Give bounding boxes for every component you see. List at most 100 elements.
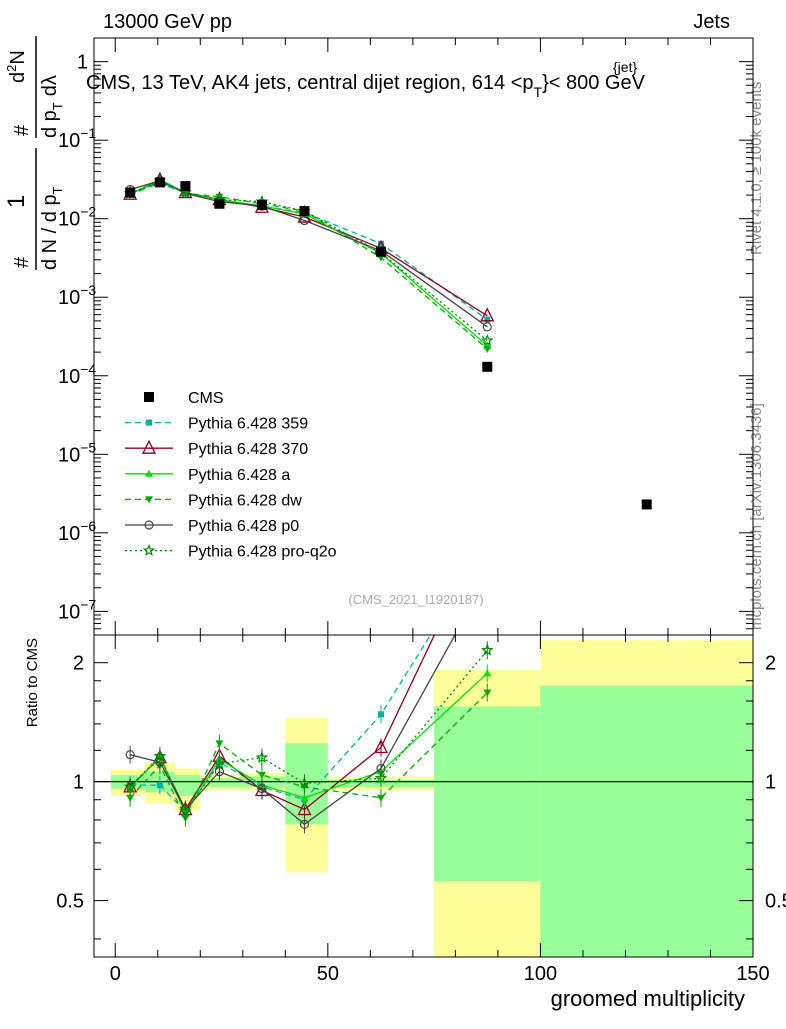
ratio-point (374, 771, 388, 784)
cms-data-point (482, 361, 493, 372)
cms-data-point (125, 187, 136, 198)
ratio-point (179, 805, 192, 817)
rivet-version-label: Rivet 4.1.0, ≥ 100k events (748, 82, 765, 255)
cms-data-point (375, 246, 386, 257)
ratio-point (215, 740, 224, 748)
cms-data-point (214, 198, 225, 209)
y-tick-label: 10−5 (58, 439, 96, 466)
main-y-axis: 1 10−1 10−2 10−3 10−4 10−5 10−6 10−7 (58, 38, 754, 636)
uncertainty-band-green (200, 778, 239, 787)
legend-marker (145, 496, 153, 504)
ratio-y-tick-label: 1 (73, 772, 84, 794)
ratio-point (484, 541, 490, 547)
series-4 (125, 176, 492, 332)
ratio-series-line (129, 672, 488, 815)
ratio-plot-panel: 0.5 0.5 1 1 2 2 0 50 100 150 (56, 541, 786, 985)
series-point (299, 215, 310, 226)
ratio-point (297, 801, 312, 816)
legend-label: Pythia 6.428 pro-q2o (188, 544, 337, 561)
y-tick-label: 10−3 (58, 282, 96, 309)
series-point (484, 316, 491, 323)
plot-title-main: CMS, 13 TeV, AK4 jets, central dijet reg… (86, 72, 534, 94)
ratio-point (373, 739, 389, 754)
series-line (129, 180, 488, 328)
ratio-point (257, 771, 266, 779)
series-point (483, 345, 492, 353)
ratio-series-5 (123, 641, 494, 821)
ylabel-d2N: d2N (4, 50, 29, 83)
ratio-point (483, 689, 492, 697)
x-tick-label: 0 (110, 963, 121, 985)
ratio-point (483, 669, 492, 677)
series-point (482, 322, 492, 332)
legend-marker (141, 439, 157, 454)
x-tick-label: 150 (736, 963, 769, 985)
y-tick-label: 10−1 (58, 125, 96, 152)
ratio-series-line (129, 635, 456, 826)
legend-entry: Pythia 6.428 p0 (125, 518, 299, 535)
cms-data-point (180, 181, 191, 192)
ratio-y-tick-label: 2 (73, 653, 84, 675)
legend-marker (144, 392, 154, 402)
ratio-point (300, 793, 309, 801)
y-tick-label: 10−4 (58, 361, 96, 388)
ratio-point (126, 794, 135, 802)
ratio-plot-frame (93, 634, 754, 958)
ratio-point (480, 643, 494, 656)
legend-entry: Pythia 6.428 359 (125, 416, 308, 433)
cms-data (125, 177, 652, 510)
cms-data-point (256, 199, 267, 210)
series-1 (123, 171, 495, 322)
ratio-series-line (130, 635, 432, 813)
ylabel-hash-1: # (11, 256, 33, 268)
legend: CMS Pythia 6.428 359 Pythia 6.428 370 Pythi… (125, 390, 337, 561)
cms-data-point (154, 177, 165, 188)
ratio-point (156, 782, 163, 789)
ratio-clip-group (94, 541, 753, 957)
series-2 (126, 175, 492, 349)
ratio-x-axis: 0 50 100 150 (110, 635, 770, 985)
legend-marker (145, 469, 153, 477)
ratio-point (255, 751, 269, 763)
series-point (480, 333, 494, 347)
plot-title-end: }< 800 GeV (542, 72, 646, 94)
legend-entry: Pythia 6.428 dw (125, 492, 302, 509)
main-y-axis-label: # 1 d N / d pT # d2N d pTdλ (3, 36, 65, 270)
y-tick-label: 10−2 (58, 204, 96, 231)
ratio-point (257, 784, 267, 794)
uncertainty-band-green (434, 706, 541, 882)
ratio-point (213, 757, 226, 770)
ratio-point (298, 776, 311, 789)
legend-entry: CMS (144, 390, 224, 407)
ratio-point (377, 711, 384, 718)
ratio-point (483, 573, 491, 581)
x-tick-label: 100 (524, 963, 557, 985)
legend-label: Pythia 6.428 a (188, 467, 290, 484)
x-tick-label: 50 (317, 963, 339, 985)
mcplots-label: mcplots.cern.ch [arXiv:1306.3436] (748, 403, 765, 630)
ratio-y-tick-label-right: 2 (765, 653, 776, 675)
series-3 (126, 177, 492, 353)
cms-data-point (641, 499, 652, 510)
ylabel-hash-2: # (11, 124, 33, 136)
legend-label: Pythia 6.428 p0 (188, 518, 299, 535)
ratio-point (123, 780, 137, 793)
main-plot-panel: 1 10−1 10−2 10−3 10−4 10−5 10−6 10−7 (58, 37, 754, 636)
legend-label: Pythia 6.428 370 (188, 441, 308, 458)
series-line (129, 179, 488, 342)
y-tick-label: 10−6 (58, 518, 96, 545)
series-point (377, 240, 384, 247)
series-point (480, 307, 495, 322)
series-line (129, 178, 488, 347)
legend-marker (142, 544, 156, 556)
plot-title-sup: {jet} (613, 59, 637, 75)
ratio-point (153, 749, 167, 762)
y-tick-label: 10−7 (58, 596, 96, 623)
ratio-y-tick-label: 0.5 (56, 891, 84, 913)
header-left-label: 13000 GeV pp (103, 11, 232, 33)
legend-entry: Pythia 6.428 pro-q2o (125, 544, 337, 561)
legend-entry: Pythia 6.428 a (125, 467, 290, 484)
x-axis-label: groomed multiplicity (551, 986, 745, 1011)
ratio-point (125, 750, 135, 760)
